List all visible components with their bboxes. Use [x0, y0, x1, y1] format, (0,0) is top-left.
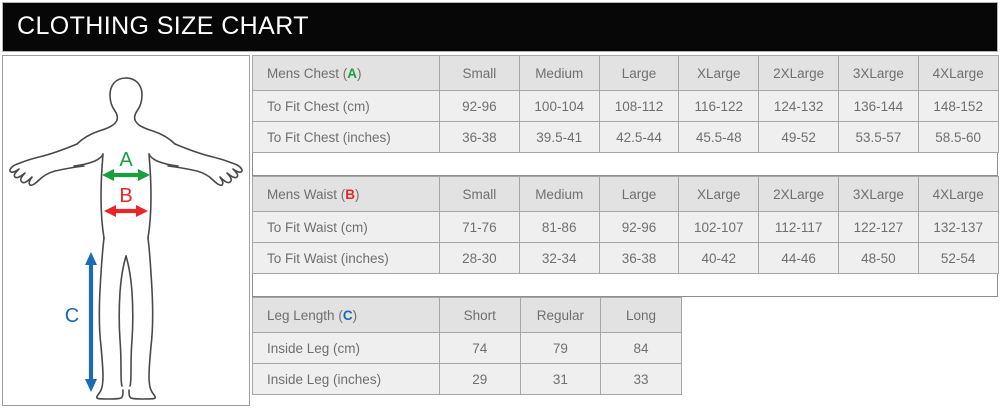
cell-value: 33: [600, 363, 682, 395]
cell-value: 84: [600, 332, 682, 364]
table-title-marker: B: [345, 186, 356, 202]
cell-value: 52-54: [917, 242, 999, 274]
col-header-2xlarge: 2XLarge: [758, 55, 839, 91]
chest-measure-arrow-a: [102, 169, 150, 181]
cell-value: 100-104: [518, 90, 600, 122]
cell-value: 92-96: [439, 90, 520, 122]
table-title-marker: A: [347, 65, 358, 81]
col-header-short: Short: [439, 297, 521, 333]
col-header-large: Large: [598, 55, 680, 91]
table-row: To Fit Chest (cm) 92-96 100-104 108-112 …: [252, 90, 999, 122]
col-header-xlarge: XLarge: [678, 176, 760, 212]
cell-value: 36-38: [439, 121, 520, 153]
cell-value: 136-144: [837, 90, 919, 122]
table-header-row: Mens Chest (A) Small Medium Large XLarge…: [252, 55, 999, 91]
table-title-suffix: ): [352, 307, 358, 323]
cell-value: 45.5-48: [678, 121, 760, 153]
row-label: To Fit Chest (cm): [252, 90, 440, 122]
table-title-marker: C: [342, 307, 353, 323]
table-header-row: Leg Length (C) Short Regular Long: [252, 297, 682, 333]
cell-value: 29: [439, 363, 521, 395]
row-label: To Fit Chest (inches): [252, 121, 440, 153]
marker-label-c: C: [65, 305, 79, 327]
table-title-suffix: ): [355, 186, 360, 202]
table-row: To Fit Waist (inches) 28-30 32-34 36-38 …: [252, 242, 999, 274]
cell-value: 102-107: [678, 211, 760, 243]
cell-value: 92-96: [598, 211, 680, 243]
table-gap-spacer: [252, 274, 998, 297]
col-header-large: Large: [598, 176, 680, 212]
table-title-prefix: Mens Chest (: [267, 65, 348, 81]
col-header-2xlarge: 2XLarge: [758, 176, 839, 212]
cell-value: 79: [519, 332, 602, 364]
row-label: Inside Leg (cm): [252, 332, 440, 364]
col-header-small: Small: [439, 176, 520, 212]
title-banner: CLOTHING SIZE CHART: [2, 2, 998, 52]
cell-value: 116-122: [678, 90, 760, 122]
cell-value: 122-127: [837, 211, 919, 243]
cell-value: 49-52: [758, 121, 839, 153]
body-illustration-panel: A B C: [2, 55, 250, 406]
size-tables-container: Mens Chest (A) Small Medium Large XLarge…: [252, 55, 999, 395]
cell-value: 28-30: [439, 242, 520, 274]
cell-value: 39.5-41: [518, 121, 600, 153]
cell-value: 44-46: [758, 242, 839, 274]
col-header-xlarge: XLarge: [678, 55, 760, 91]
table-gap-spacer: [252, 153, 998, 176]
col-header-medium: Medium: [518, 176, 600, 212]
table-title-cell: Mens Chest (A): [252, 55, 440, 91]
table-mens-chest: Mens Chest (A) Small Medium Large XLarge…: [252, 55, 999, 153]
table-leg-length: Leg Length (C) Short Regular Long Inside…: [252, 297, 682, 395]
table-row: Inside Leg (inches) 29 31 33: [252, 363, 682, 395]
marker-label-a: A: [119, 149, 133, 171]
cell-value: 71-76: [439, 211, 520, 243]
cell-value: 124-132: [758, 90, 839, 122]
table-row: To Fit Chest (inches) 36-38 39.5-41 42.5…: [252, 121, 999, 153]
table-title-prefix: Mens Waist (: [267, 186, 346, 202]
cell-value: 31: [519, 363, 602, 395]
cell-value: 32-34: [518, 242, 600, 274]
cell-value: 42.5-44: [598, 121, 680, 153]
table-mens-waist: Mens Waist (B) Small Medium Large XLarge…: [252, 176, 999, 274]
table-row: To Fit Waist (cm) 71-76 81-86 92-96 102-…: [252, 211, 999, 243]
cell-value: 112-117: [758, 211, 839, 243]
cell-value: 53.5-57: [837, 121, 919, 153]
cell-value: 108-112: [598, 90, 680, 122]
marker-label-b: B: [119, 185, 132, 207]
cell-value: 40-42: [678, 242, 760, 274]
table-title-cell: Leg Length (C): [252, 297, 440, 333]
col-header-small: Small: [439, 55, 520, 91]
col-header-3xlarge: 3XLarge: [837, 176, 919, 212]
cell-value: 48-50: [837, 242, 919, 274]
col-header-long: Long: [600, 297, 682, 333]
row-label: To Fit Waist (cm): [252, 211, 440, 243]
cell-value: 74: [439, 332, 521, 364]
table-title-suffix: ): [357, 65, 362, 81]
leg-measure-arrow-c: [85, 252, 97, 392]
table-title-prefix: Leg Length (: [267, 307, 343, 323]
col-header-regular: Regular: [519, 297, 602, 333]
cell-value: 148-152: [917, 90, 999, 122]
table-row: Inside Leg (cm) 74 79 84: [252, 332, 682, 364]
body-outline-figure: A B C: [9, 77, 243, 400]
cell-value: 81-86: [518, 211, 600, 243]
table-header-row: Mens Waist (B) Small Medium Large XLarge…: [252, 176, 999, 212]
col-header-4xlarge: 4XLarge: [917, 55, 999, 91]
table-title-cell: Mens Waist (B): [252, 176, 440, 212]
col-header-medium: Medium: [518, 55, 600, 91]
waist-measure-arrow-b: [104, 205, 148, 217]
row-label: To Fit Waist (inches): [252, 242, 440, 274]
cell-value: 132-137: [917, 211, 999, 243]
cell-value: 36-38: [598, 242, 680, 274]
row-label: Inside Leg (inches): [252, 363, 440, 395]
page-title: CLOTHING SIZE CHART: [17, 12, 309, 40]
col-header-3xlarge: 3XLarge: [837, 55, 919, 91]
cell-value: 58.5-60: [917, 121, 999, 153]
col-header-4xlarge: 4XLarge: [917, 176, 999, 212]
